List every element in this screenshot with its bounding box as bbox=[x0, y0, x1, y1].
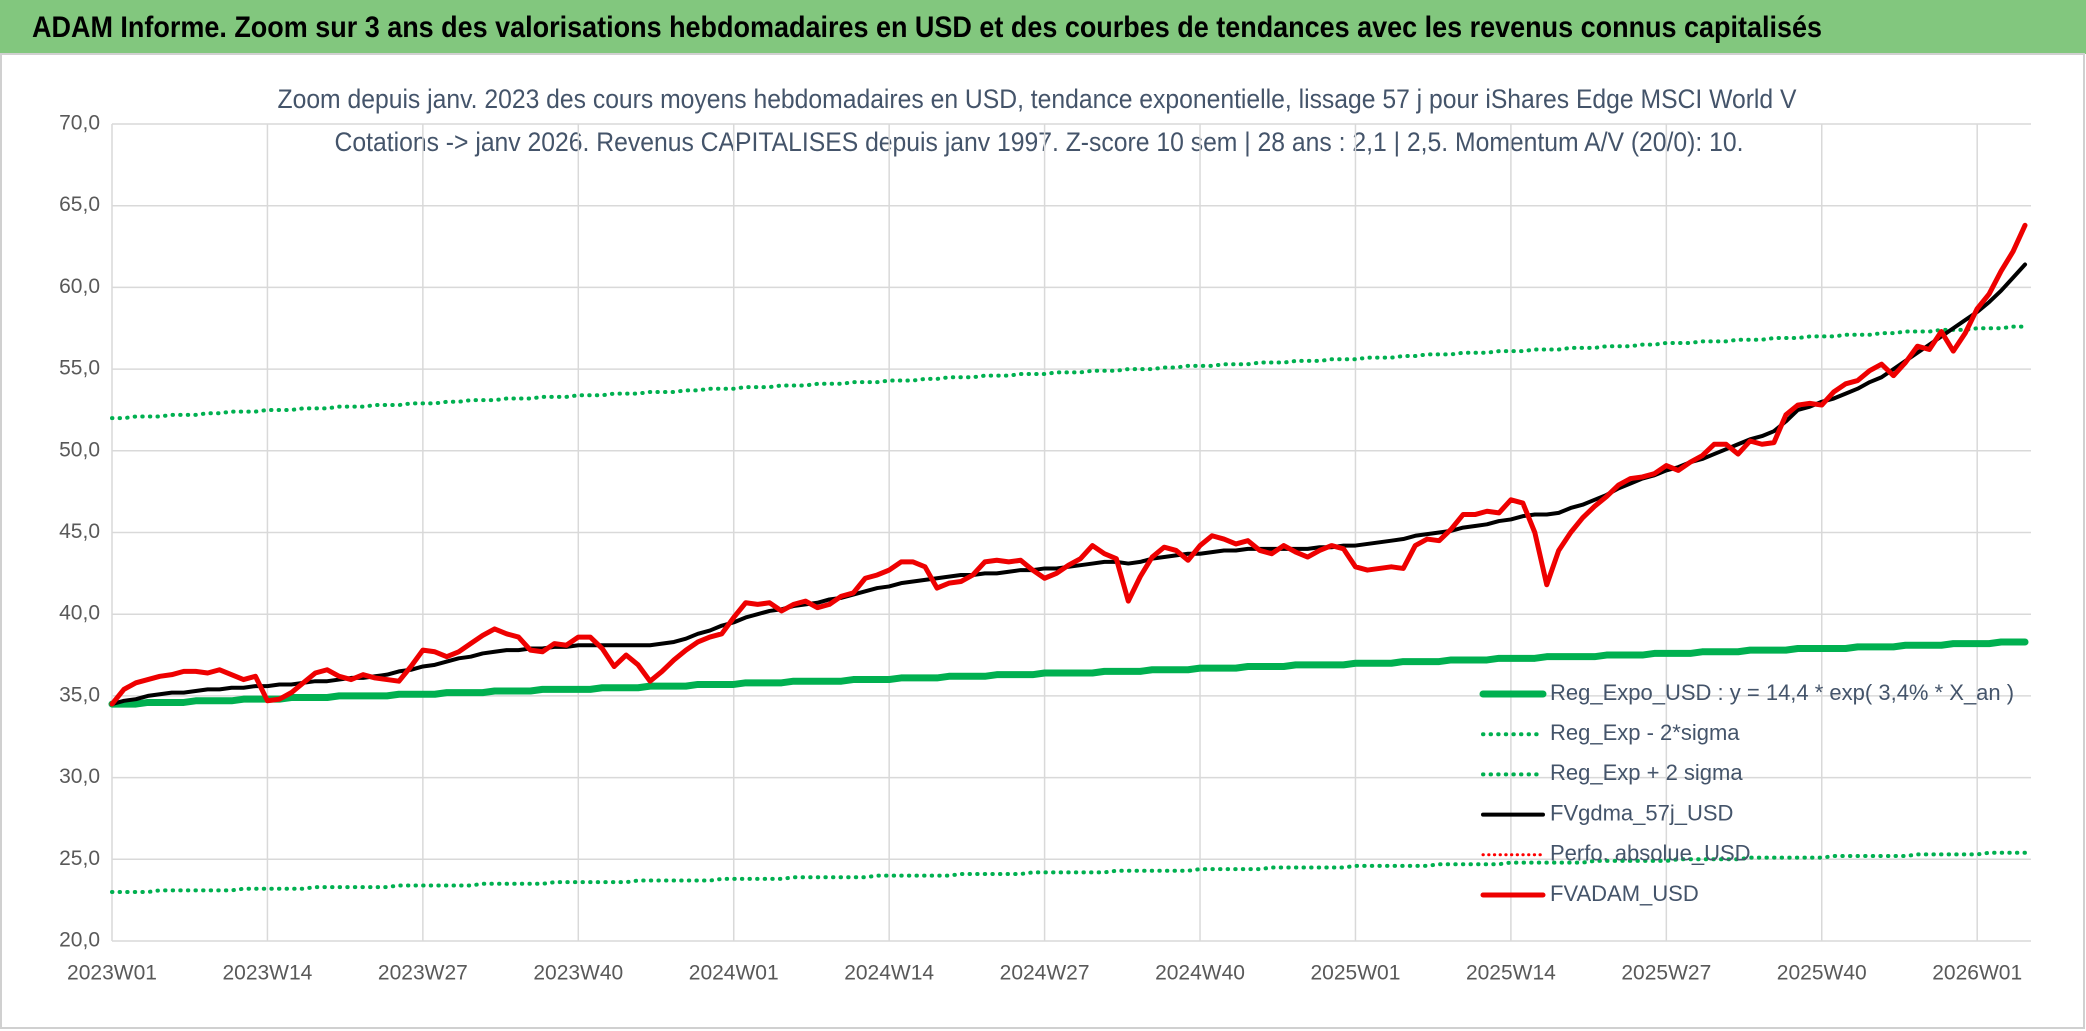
x-tick-label: 2024W14 bbox=[844, 962, 934, 985]
x-tick-label: 2026W01 bbox=[1932, 962, 2022, 985]
x-tick-label: 2025W14 bbox=[1466, 962, 1556, 985]
y-tick-label: 60,0 bbox=[59, 275, 100, 298]
legend-label: Reg_Expo_USD : y = 14,4 * exp( 3,4% * X_… bbox=[1550, 680, 2014, 705]
grid: 20,0 25,0 30,0 35,0 40,0 45,0 50,0 55,0 60,0 65,0… bbox=[59, 112, 2031, 985]
legend-label: Perfo. absolue_USD bbox=[1550, 841, 1751, 866]
y-tick-label: 20,0 bbox=[59, 929, 100, 952]
y-tick-label: 45,0 bbox=[59, 520, 100, 543]
x-tick-label: 2023W01 bbox=[67, 962, 157, 985]
series-line bbox=[110, 324, 2028, 421]
x-tick-label: 2025W01 bbox=[1311, 962, 1401, 985]
legend-label: FVgdma_57j_USD bbox=[1550, 800, 1733, 825]
y-tick-label: 65,0 bbox=[59, 193, 100, 216]
y-tick-label: 40,0 bbox=[59, 602, 100, 625]
x-tick-label: 2024W01 bbox=[689, 962, 779, 985]
chart-subtitle: Zoom depuis janv. 2023 des cours moyens … bbox=[278, 84, 1797, 114]
x-tick-label: 2024W40 bbox=[1155, 962, 1245, 985]
series-line bbox=[108, 638, 2029, 708]
y-tick-label: 35,0 bbox=[59, 683, 100, 706]
x-tick-label: 2023W14 bbox=[222, 962, 312, 985]
y-tick-label: 55,0 bbox=[59, 357, 100, 380]
plot-lines bbox=[108, 222, 2029, 894]
legend-label: Reg_Exp + 2 sigma bbox=[1550, 760, 1743, 785]
chart-frame bbox=[0, 53, 2085, 1029]
y-tick-label: 70,0 bbox=[59, 112, 100, 135]
x-tick-label: 2025W40 bbox=[1777, 962, 1867, 985]
y-tick-label: 25,0 bbox=[59, 847, 100, 870]
chart-title: ADAM Informe. Zoom sur 3 ans des valoris… bbox=[32, 11, 1822, 44]
x-tick-label: 2024W27 bbox=[1000, 962, 1090, 985]
header-bar bbox=[0, 0, 2086, 54]
legend: Reg_Expo_USD : y = 14,4 * exp( 3,4% * X_… bbox=[1479, 680, 2014, 906]
legend-label: FVADAM_USD bbox=[1550, 881, 1699, 906]
series-line bbox=[110, 850, 2028, 894]
x-tick-label: 2023W40 bbox=[533, 962, 623, 985]
x-tick-label: 2023W27 bbox=[378, 962, 468, 985]
y-tick-label: 50,0 bbox=[59, 438, 100, 461]
series-line bbox=[109, 222, 2028, 707]
legend-label: Reg_Exp - 2*sigma bbox=[1550, 720, 1740, 745]
x-tick-label: 2025W27 bbox=[1621, 962, 1711, 985]
chart-subtitle: Cotations -> janv 2026. Revenus CAPITALI… bbox=[335, 127, 1744, 157]
y-tick-label: 30,0 bbox=[59, 765, 100, 788]
